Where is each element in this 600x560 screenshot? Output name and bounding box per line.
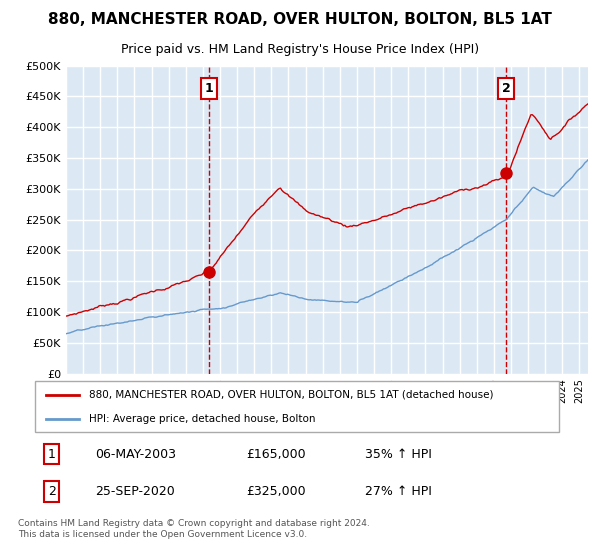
- Text: Price paid vs. HM Land Registry's House Price Index (HPI): Price paid vs. HM Land Registry's House …: [121, 43, 479, 56]
- Text: Contains HM Land Registry data © Crown copyright and database right 2024.
This d: Contains HM Land Registry data © Crown c…: [18, 519, 370, 539]
- Text: 1: 1: [47, 447, 56, 461]
- Text: 880, MANCHESTER ROAD, OVER HULTON, BOLTON, BL5 1AT (detached house): 880, MANCHESTER ROAD, OVER HULTON, BOLTO…: [89, 390, 494, 400]
- Text: 2: 2: [502, 82, 511, 95]
- Text: HPI: Average price, detached house, Bolton: HPI: Average price, detached house, Bolt…: [89, 414, 316, 424]
- Text: £325,000: £325,000: [246, 485, 305, 498]
- Text: 2: 2: [47, 485, 56, 498]
- Text: 1: 1: [205, 82, 213, 95]
- Text: 880, MANCHESTER ROAD, OVER HULTON, BOLTON, BL5 1AT: 880, MANCHESTER ROAD, OVER HULTON, BOLTO…: [48, 12, 552, 27]
- Text: 25-SEP-2020: 25-SEP-2020: [95, 485, 175, 498]
- Text: 35% ↑ HPI: 35% ↑ HPI: [365, 447, 431, 461]
- Text: £165,000: £165,000: [246, 447, 305, 461]
- Text: 06-MAY-2003: 06-MAY-2003: [95, 447, 176, 461]
- FancyBboxPatch shape: [35, 381, 559, 432]
- Text: 27% ↑ HPI: 27% ↑ HPI: [365, 485, 431, 498]
